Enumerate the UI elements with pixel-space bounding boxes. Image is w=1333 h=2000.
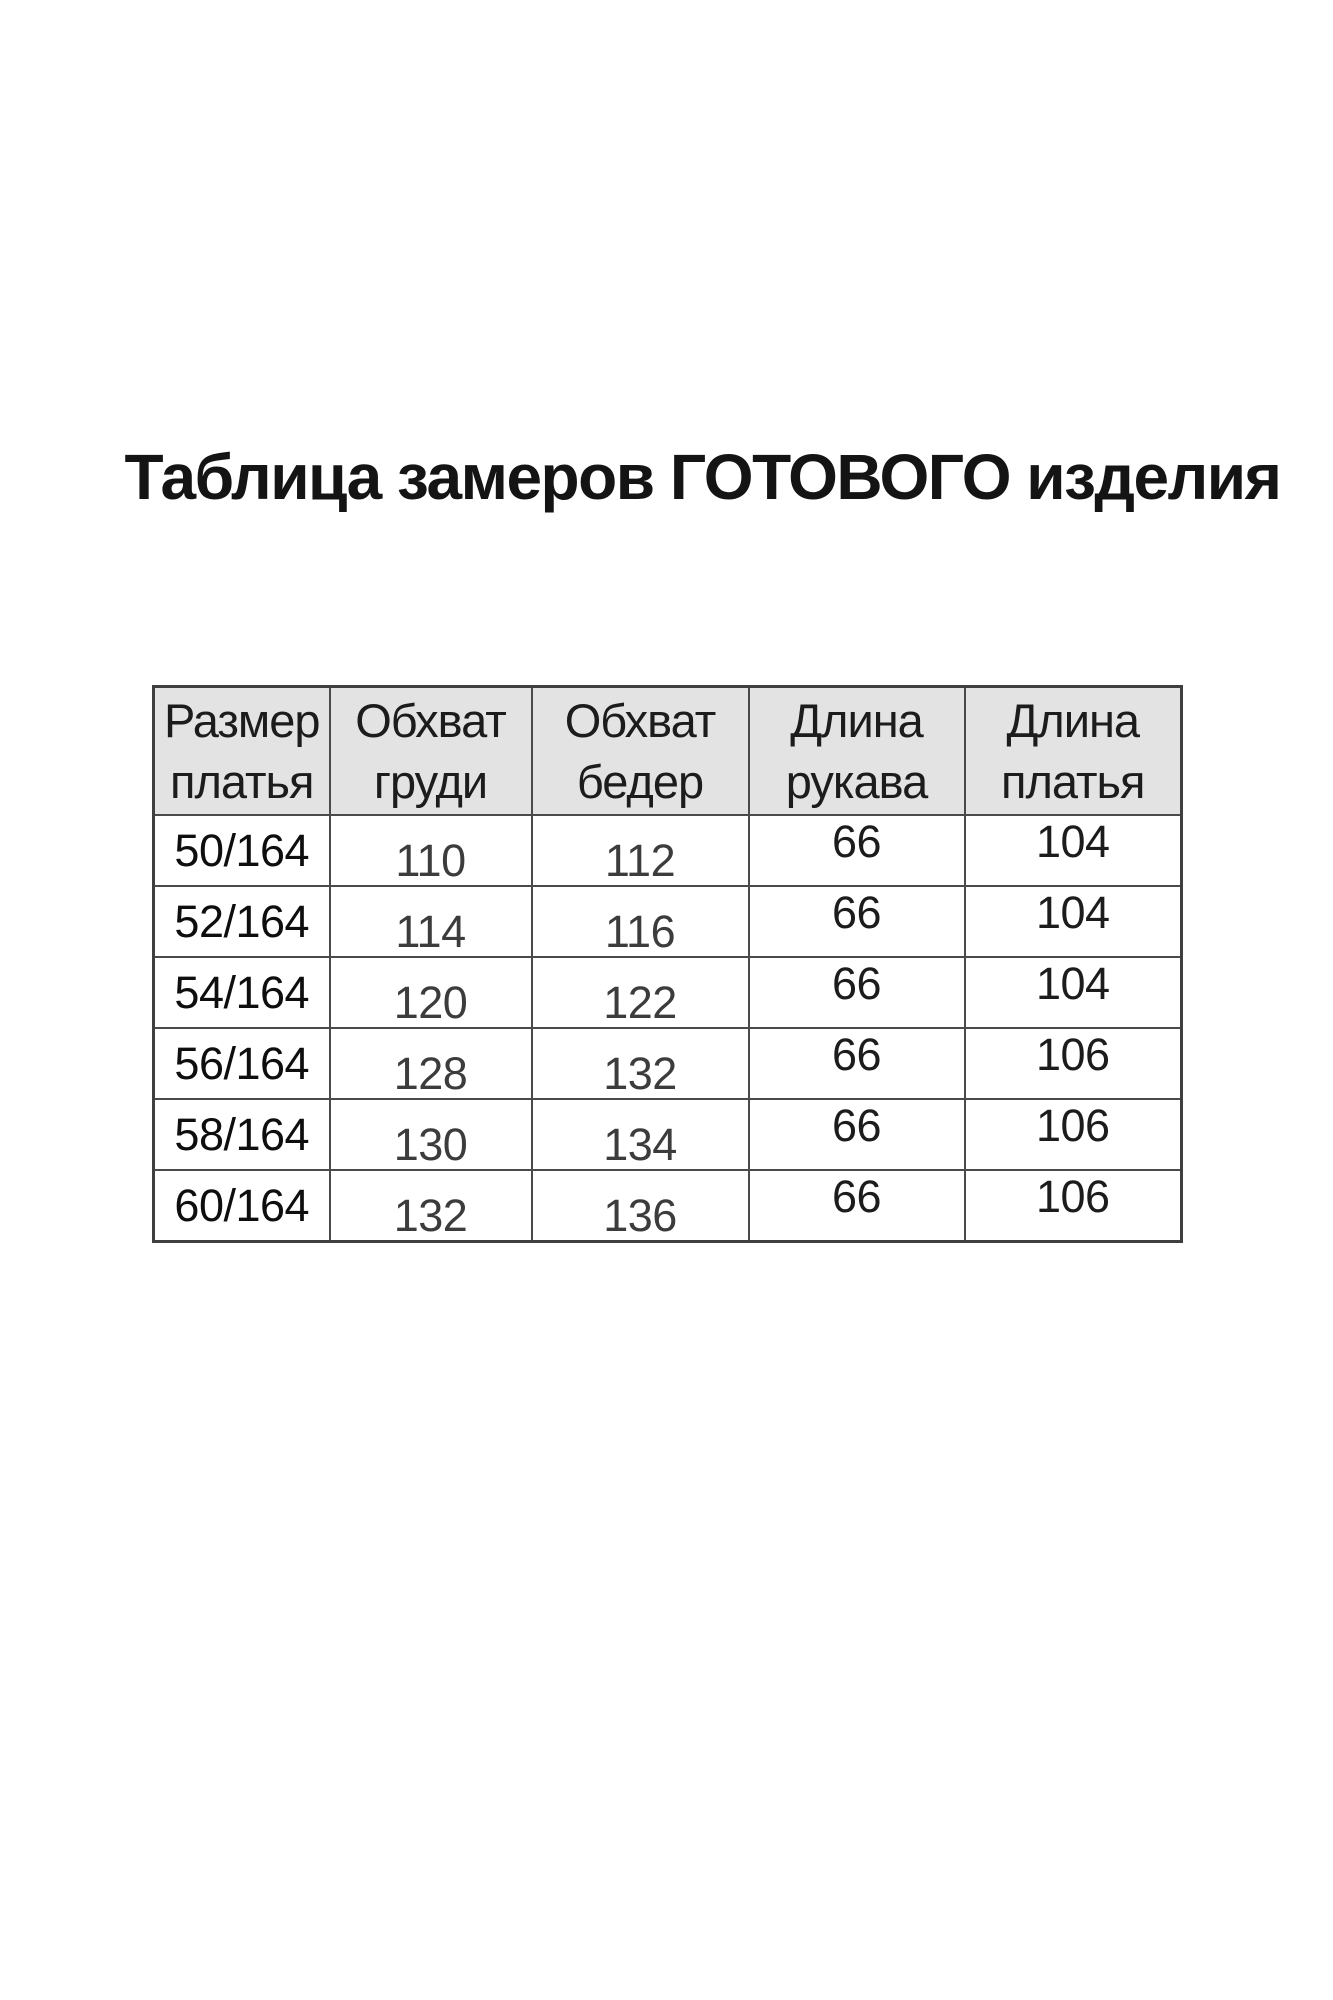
size-cell: 56/164 xyxy=(152,1027,331,1100)
size-value: 52/164 xyxy=(174,895,310,947)
header-length-line1: Длина xyxy=(1006,694,1140,747)
size-cell: 58/164 xyxy=(152,1098,331,1171)
page-title: Таблица замеров ГОТОВОГО изделия xyxy=(124,441,1282,513)
size-value: 56/164 xyxy=(174,1037,310,1089)
hips-value: 112 xyxy=(604,834,676,886)
size-value: 50/164 xyxy=(174,824,310,876)
hips-cell: 112 xyxy=(530,814,750,887)
chest-cell: 128 xyxy=(328,1027,533,1100)
sleeve-cell: 66 xyxy=(747,1098,966,1171)
sleeve-cell: 66 xyxy=(747,956,966,1029)
hips-value: 122 xyxy=(603,976,677,1028)
size-value: 54/164 xyxy=(174,966,310,1018)
header-chest-line2: груди xyxy=(373,755,488,808)
header-sleeve-line1: Длина xyxy=(790,694,924,747)
length-cell: 104 xyxy=(963,956,1183,1029)
chest-value: 130 xyxy=(393,1118,468,1170)
length-cell: 106 xyxy=(963,1169,1183,1243)
size-cell: 60/164 xyxy=(152,1169,331,1243)
size-cell: 50/164 xyxy=(152,814,331,887)
header-sleeve-line2: рукава xyxy=(785,755,928,808)
size-cell: 54/164 xyxy=(152,956,331,1029)
table-row: 54/164 120 122 66 104 xyxy=(152,956,1183,1029)
chest-cell: 110 xyxy=(328,814,533,887)
chest-value: 128 xyxy=(393,1047,468,1099)
header-length-line2: платья xyxy=(1001,755,1145,808)
size-value: 58/164 xyxy=(174,1108,310,1160)
hips-cell: 134 xyxy=(530,1098,750,1171)
length-cell: 104 xyxy=(963,885,1183,958)
chest-value: 114 xyxy=(395,905,466,957)
header-sleeve: Длина рукава xyxy=(747,685,966,816)
length-cell: 104 xyxy=(963,814,1183,887)
size-value: 60/164 xyxy=(174,1179,310,1231)
chest-cell: 130 xyxy=(328,1098,533,1171)
length-value: 106 xyxy=(1035,1170,1110,1222)
sleeve-value: 66 xyxy=(831,957,882,1009)
size-cell: 52/164 xyxy=(152,885,331,958)
chest-value: 132 xyxy=(393,1189,468,1241)
length-value: 106 xyxy=(1035,1028,1110,1080)
hips-cell: 132 xyxy=(530,1027,750,1100)
sleeve-cell: 66 xyxy=(747,885,966,958)
length-cell: 106 xyxy=(963,1027,1183,1100)
header-chest-line1: Обхват xyxy=(355,694,507,747)
sleeve-cell: 66 xyxy=(747,1027,966,1100)
sleeve-value: 66 xyxy=(831,1099,882,1151)
table-row: 52/164 114 116 66 104 xyxy=(152,885,1183,958)
measurements-table: Размер платья Обхват груди Обхват бедер … xyxy=(152,685,1183,1243)
header-hips-line1: Обхват xyxy=(564,694,717,747)
header-chest: Обхват груди xyxy=(328,685,533,816)
hips-value: 134 xyxy=(603,1118,677,1170)
sleeve-value: 66 xyxy=(831,815,882,867)
hips-cell: 116 xyxy=(530,885,750,958)
length-value: 106 xyxy=(1035,1099,1110,1151)
chest-value: 120 xyxy=(393,976,468,1028)
length-value: 104 xyxy=(1035,815,1110,867)
sleeve-value: 66 xyxy=(831,886,882,938)
table-row: 60/164 132 136 66 106 xyxy=(152,1169,1183,1243)
length-value: 104 xyxy=(1035,886,1110,938)
hips-cell: 136 xyxy=(530,1169,750,1243)
sleeve-cell: 66 xyxy=(747,814,966,887)
header-hips-line2: бедер xyxy=(576,755,704,808)
chest-cell: 120 xyxy=(328,956,533,1029)
length-value: 104 xyxy=(1035,957,1110,1009)
hips-value: 116 xyxy=(604,905,676,957)
sleeve-value: 66 xyxy=(831,1028,882,1080)
sleeve-value: 66 xyxy=(831,1170,882,1222)
header-size-line2: платья xyxy=(170,755,314,808)
chest-value: 110 xyxy=(395,834,466,886)
table-row: 56/164 128 132 66 106 xyxy=(152,1027,1183,1100)
header-size-line1: Размер xyxy=(163,694,321,747)
header-size: Размер платья xyxy=(152,685,331,816)
header-hips: Обхват бедер xyxy=(530,685,750,816)
header-row: Размер платья Обхват груди Обхват бедер … xyxy=(152,685,1183,816)
sleeve-cell: 66 xyxy=(747,1169,966,1243)
hips-cell: 122 xyxy=(530,956,750,1029)
length-cell: 106 xyxy=(963,1098,1183,1171)
table-row: 50/164 110 112 66 104 xyxy=(152,814,1183,887)
chest-cell: 132 xyxy=(328,1169,533,1243)
table-row: 58/164 130 134 66 106 xyxy=(152,1098,1183,1171)
hips-value: 136 xyxy=(603,1189,677,1241)
header-length: Длина платья xyxy=(963,685,1183,816)
hips-value: 132 xyxy=(603,1047,677,1099)
chest-cell: 114 xyxy=(328,885,533,958)
